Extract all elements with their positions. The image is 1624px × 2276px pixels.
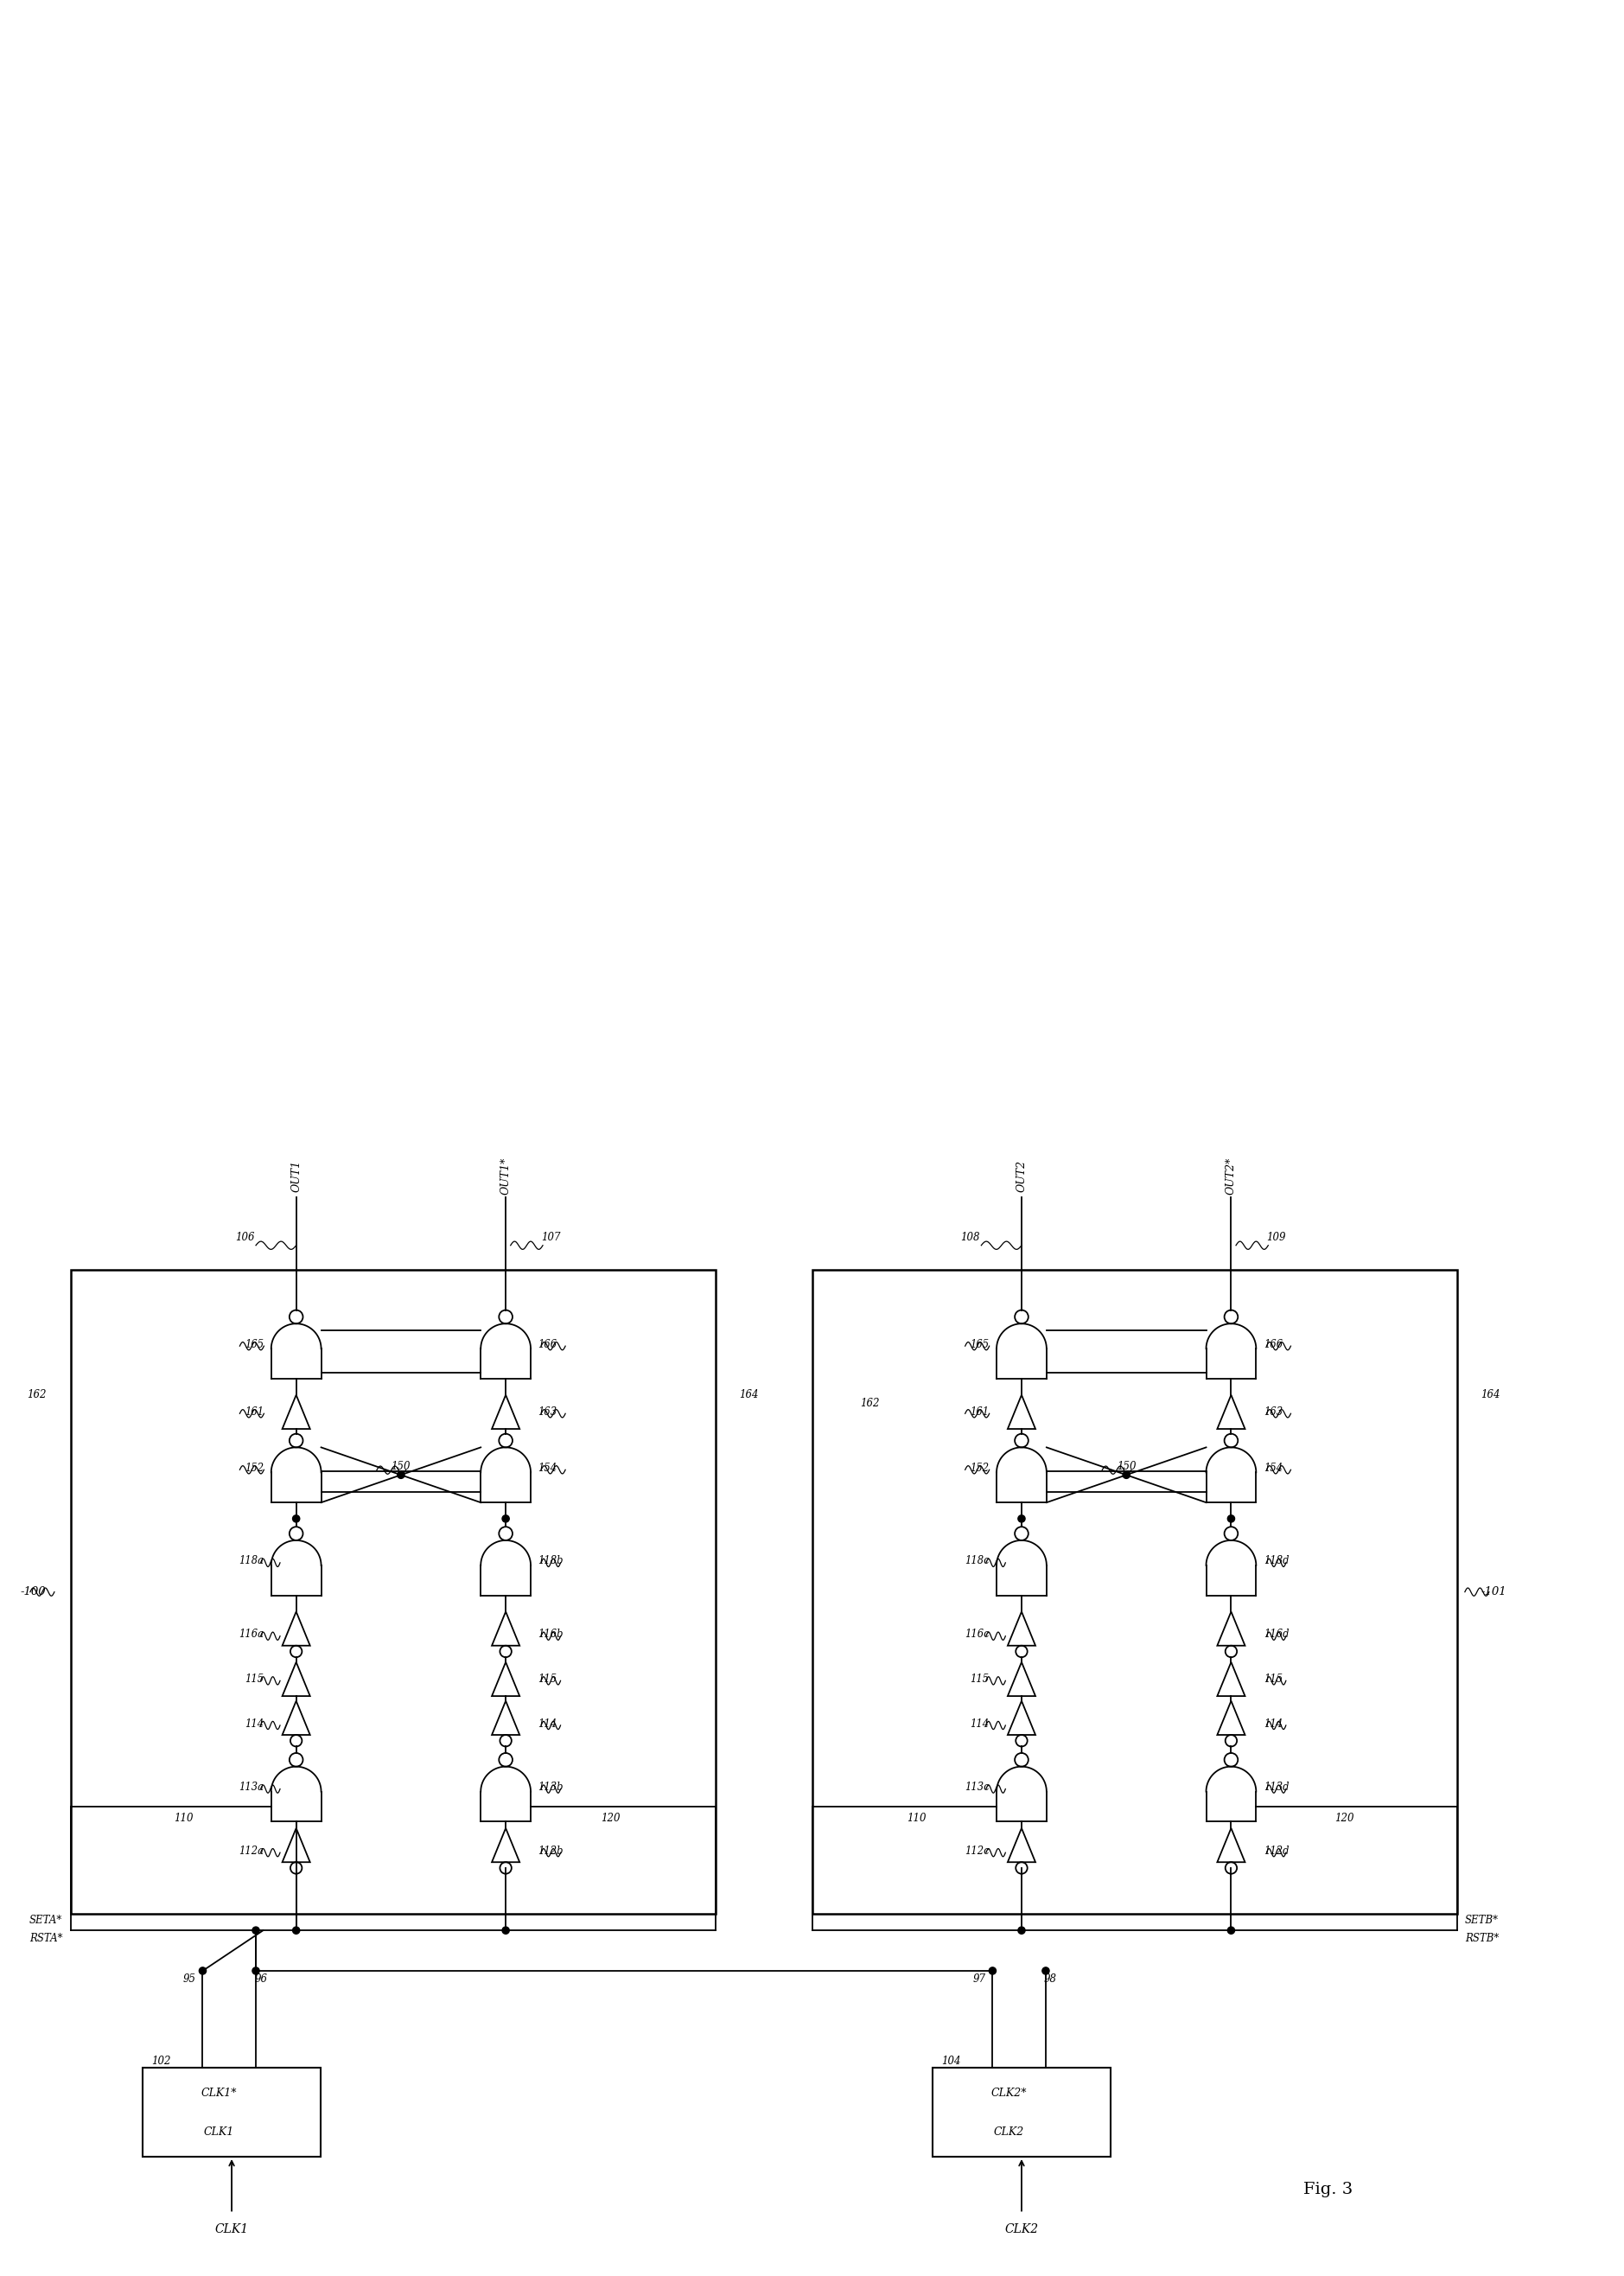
Text: 150: 150 — [1117, 1461, 1137, 1473]
Text: 110: 110 — [174, 1812, 193, 1823]
Text: 118b: 118b — [538, 1555, 564, 1566]
Text: CLK2: CLK2 — [994, 2126, 1023, 2137]
Text: 164: 164 — [1481, 1388, 1501, 1400]
Circle shape — [1018, 1928, 1025, 1935]
Text: 97: 97 — [973, 1973, 986, 1985]
Text: RSTB*: RSTB* — [1465, 1932, 1499, 1944]
Text: 115: 115 — [1263, 1673, 1283, 1684]
Text: 113a: 113a — [239, 1782, 265, 1793]
Text: 98: 98 — [1044, 1973, 1057, 1985]
Text: 112d: 112d — [1263, 1846, 1289, 1857]
Circle shape — [1018, 1516, 1025, 1523]
Text: OUT1: OUT1 — [291, 1161, 302, 1193]
Text: -101: -101 — [1481, 1586, 1507, 1598]
Text: CLK1: CLK1 — [203, 2126, 234, 2137]
Circle shape — [252, 1966, 260, 1973]
Text: OUT2*: OUT2* — [1226, 1156, 1237, 1195]
Text: 114: 114 — [1263, 1718, 1283, 1730]
Text: 162: 162 — [861, 1397, 880, 1409]
Text: SETB*: SETB* — [1465, 1914, 1499, 1925]
Text: 114: 114 — [970, 1718, 989, 1730]
Text: 166: 166 — [538, 1338, 557, 1350]
Text: 113d: 113d — [1263, 1782, 1289, 1793]
Text: 165: 165 — [970, 1338, 989, 1350]
Text: 118d: 118d — [1263, 1555, 1289, 1566]
Text: 116d: 116d — [1263, 1630, 1289, 1641]
Text: 106: 106 — [235, 1231, 255, 1243]
Circle shape — [292, 1928, 300, 1935]
Text: CLK2*: CLK2* — [991, 2087, 1026, 2098]
Text: 116a: 116a — [239, 1630, 265, 1641]
Text: 108: 108 — [960, 1231, 979, 1243]
Text: 150: 150 — [391, 1461, 411, 1473]
Text: 113c: 113c — [965, 1782, 989, 1793]
Text: 118a: 118a — [239, 1555, 265, 1566]
Text: 163: 163 — [538, 1407, 557, 1418]
Circle shape — [1122, 1470, 1130, 1479]
Circle shape — [292, 1516, 300, 1523]
Text: 165: 165 — [245, 1338, 265, 1350]
Text: CLK1*: CLK1* — [201, 2087, 237, 2098]
Text: 115: 115 — [538, 1673, 557, 1684]
Text: 161: 161 — [245, 1407, 265, 1418]
Circle shape — [398, 1470, 404, 1479]
Text: -100: -100 — [21, 1586, 47, 1598]
Text: 96: 96 — [255, 1973, 268, 1985]
Text: 116b: 116b — [538, 1630, 564, 1641]
Text: 112a: 112a — [239, 1846, 265, 1857]
Bar — [932, 2069, 1111, 2158]
Text: 107: 107 — [541, 1231, 560, 1243]
Text: 104: 104 — [940, 2055, 960, 2067]
Text: 163: 163 — [1263, 1407, 1283, 1418]
Text: CLK1: CLK1 — [214, 2224, 248, 2235]
Text: 112b: 112b — [538, 1846, 564, 1857]
Text: SETA*: SETA* — [29, 1914, 62, 1925]
Circle shape — [502, 1516, 510, 1523]
Bar — [812, 1270, 1457, 1914]
Text: 95: 95 — [184, 1973, 197, 1985]
Text: 102: 102 — [151, 2055, 171, 2067]
Text: OUT1*: OUT1* — [500, 1156, 512, 1195]
Text: RSTA*: RSTA* — [29, 1932, 62, 1944]
Circle shape — [1228, 1516, 1234, 1523]
Text: 114: 114 — [245, 1718, 265, 1730]
Circle shape — [252, 1928, 260, 1935]
Text: 164: 164 — [739, 1388, 758, 1400]
Text: 152: 152 — [970, 1463, 989, 1475]
Text: 115: 115 — [970, 1673, 989, 1684]
Text: 118c: 118c — [965, 1555, 989, 1566]
Text: 114: 114 — [538, 1718, 557, 1730]
Bar — [143, 2069, 320, 2158]
Text: 154: 154 — [1263, 1463, 1283, 1475]
Text: 162: 162 — [28, 1388, 47, 1400]
Text: CLK2: CLK2 — [1005, 2224, 1038, 2235]
Circle shape — [1228, 1928, 1234, 1935]
Text: OUT2: OUT2 — [1017, 1161, 1026, 1193]
Text: 109: 109 — [1267, 1231, 1286, 1243]
Circle shape — [200, 1966, 206, 1973]
Text: 152: 152 — [245, 1463, 265, 1475]
Text: 154: 154 — [538, 1463, 557, 1475]
Text: 120: 120 — [601, 1812, 620, 1823]
Circle shape — [1043, 1966, 1049, 1973]
Text: 115: 115 — [245, 1673, 265, 1684]
Bar — [70, 1270, 715, 1914]
Circle shape — [502, 1928, 510, 1935]
Text: 166: 166 — [1263, 1338, 1283, 1350]
Circle shape — [989, 1966, 996, 1973]
Text: 112c: 112c — [965, 1846, 989, 1857]
Text: 113b: 113b — [538, 1782, 564, 1793]
Text: 110: 110 — [908, 1812, 927, 1823]
Text: 120: 120 — [1335, 1812, 1354, 1823]
Text: 116c: 116c — [965, 1630, 989, 1641]
Text: 161: 161 — [970, 1407, 989, 1418]
Text: Fig. 3: Fig. 3 — [1302, 2180, 1353, 2196]
